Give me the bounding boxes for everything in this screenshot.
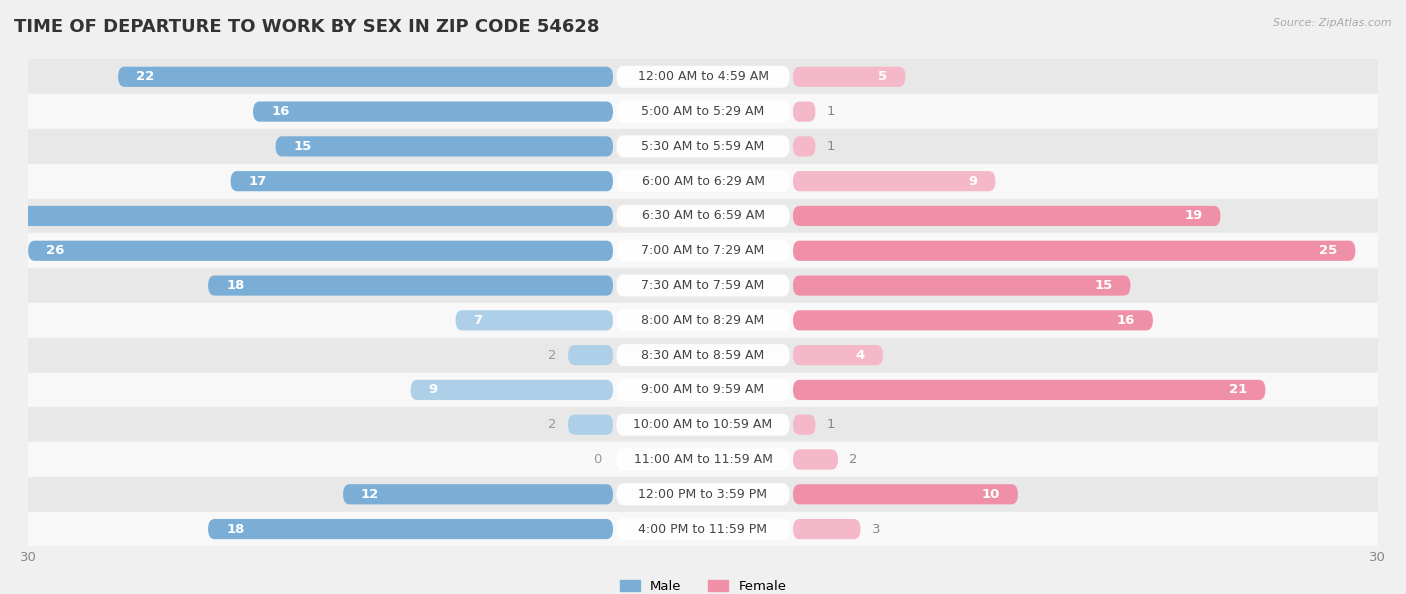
Text: 15: 15	[1094, 279, 1112, 292]
Text: 9: 9	[429, 383, 437, 396]
Text: 7:30 AM to 7:59 AM: 7:30 AM to 7:59 AM	[641, 279, 765, 292]
Bar	[28, 198, 1378, 233]
FancyBboxPatch shape	[0, 206, 613, 226]
Text: TIME OF DEPARTURE TO WORK BY SEX IN ZIP CODE 54628: TIME OF DEPARTURE TO WORK BY SEX IN ZIP …	[14, 18, 599, 36]
FancyBboxPatch shape	[793, 206, 1220, 226]
FancyBboxPatch shape	[28, 241, 613, 261]
Text: 12:00 PM to 3:59 PM: 12:00 PM to 3:59 PM	[638, 488, 768, 501]
FancyBboxPatch shape	[793, 310, 1153, 330]
FancyBboxPatch shape	[793, 67, 905, 87]
Text: 0: 0	[593, 453, 602, 466]
Text: 17: 17	[249, 175, 267, 188]
Text: 5:00 AM to 5:29 AM: 5:00 AM to 5:29 AM	[641, 105, 765, 118]
FancyBboxPatch shape	[793, 484, 1018, 504]
Text: 11:00 AM to 11:59 AM: 11:00 AM to 11:59 AM	[634, 453, 772, 466]
FancyBboxPatch shape	[208, 519, 613, 539]
FancyBboxPatch shape	[616, 344, 790, 366]
Text: 2: 2	[548, 349, 557, 362]
FancyBboxPatch shape	[793, 102, 815, 122]
FancyBboxPatch shape	[793, 276, 1130, 296]
Text: 7: 7	[474, 314, 482, 327]
Text: 18: 18	[226, 279, 245, 292]
Text: 6:30 AM to 6:59 AM: 6:30 AM to 6:59 AM	[641, 210, 765, 223]
FancyBboxPatch shape	[276, 136, 613, 156]
Text: 22: 22	[136, 70, 155, 83]
Bar	[28, 233, 1378, 268]
Text: 8:00 AM to 8:29 AM: 8:00 AM to 8:29 AM	[641, 314, 765, 327]
FancyBboxPatch shape	[793, 450, 838, 470]
FancyBboxPatch shape	[616, 240, 790, 262]
Text: 5: 5	[879, 70, 887, 83]
Text: 26: 26	[46, 244, 65, 257]
FancyBboxPatch shape	[616, 379, 790, 401]
Text: 9: 9	[969, 175, 977, 188]
Bar	[28, 477, 1378, 511]
FancyBboxPatch shape	[253, 102, 613, 122]
FancyBboxPatch shape	[616, 518, 790, 540]
Text: 10: 10	[981, 488, 1000, 501]
FancyBboxPatch shape	[118, 67, 613, 87]
Text: 2: 2	[548, 418, 557, 431]
FancyBboxPatch shape	[616, 135, 790, 157]
FancyBboxPatch shape	[793, 136, 815, 156]
Bar	[28, 407, 1378, 442]
FancyBboxPatch shape	[343, 484, 613, 504]
Legend: Male, Female: Male, Female	[614, 574, 792, 594]
Bar	[28, 442, 1378, 477]
Bar	[28, 94, 1378, 129]
FancyBboxPatch shape	[793, 415, 815, 435]
FancyBboxPatch shape	[616, 448, 790, 470]
Text: 21: 21	[1229, 383, 1247, 396]
Bar	[28, 268, 1378, 303]
FancyBboxPatch shape	[616, 66, 790, 88]
Text: 25: 25	[1319, 244, 1337, 257]
Text: 2: 2	[849, 453, 858, 466]
Bar	[28, 164, 1378, 198]
Bar	[28, 338, 1378, 372]
Bar	[28, 303, 1378, 338]
FancyBboxPatch shape	[568, 415, 613, 435]
FancyBboxPatch shape	[616, 484, 790, 505]
FancyBboxPatch shape	[793, 345, 883, 365]
FancyBboxPatch shape	[793, 380, 1265, 400]
Bar	[28, 59, 1378, 94]
FancyBboxPatch shape	[616, 170, 790, 192]
Text: 18: 18	[226, 523, 245, 536]
Text: 19: 19	[1184, 210, 1202, 223]
FancyBboxPatch shape	[616, 100, 790, 122]
Text: 10:00 AM to 10:59 AM: 10:00 AM to 10:59 AM	[634, 418, 772, 431]
Text: 1: 1	[827, 140, 835, 153]
FancyBboxPatch shape	[411, 380, 613, 400]
Text: 6:00 AM to 6:29 AM: 6:00 AM to 6:29 AM	[641, 175, 765, 188]
Text: 16: 16	[1116, 314, 1135, 327]
Text: 12: 12	[361, 488, 380, 501]
Bar	[28, 372, 1378, 407]
FancyBboxPatch shape	[616, 274, 790, 296]
FancyBboxPatch shape	[231, 171, 613, 191]
Text: 3: 3	[872, 523, 880, 536]
Text: 15: 15	[294, 140, 312, 153]
FancyBboxPatch shape	[793, 241, 1355, 261]
Text: 8:30 AM to 8:59 AM: 8:30 AM to 8:59 AM	[641, 349, 765, 362]
FancyBboxPatch shape	[616, 414, 790, 435]
FancyBboxPatch shape	[568, 345, 613, 365]
FancyBboxPatch shape	[208, 276, 613, 296]
Text: 5:30 AM to 5:59 AM: 5:30 AM to 5:59 AM	[641, 140, 765, 153]
Bar	[28, 129, 1378, 164]
Text: 1: 1	[827, 105, 835, 118]
FancyBboxPatch shape	[793, 519, 860, 539]
Text: 16: 16	[271, 105, 290, 118]
FancyBboxPatch shape	[616, 205, 790, 227]
FancyBboxPatch shape	[793, 171, 995, 191]
FancyBboxPatch shape	[456, 310, 613, 330]
Bar	[28, 511, 1378, 546]
Text: 4:00 PM to 11:59 PM: 4:00 PM to 11:59 PM	[638, 523, 768, 536]
Text: 7:00 AM to 7:29 AM: 7:00 AM to 7:29 AM	[641, 244, 765, 257]
Text: 9:00 AM to 9:59 AM: 9:00 AM to 9:59 AM	[641, 383, 765, 396]
Text: Source: ZipAtlas.com: Source: ZipAtlas.com	[1274, 18, 1392, 28]
FancyBboxPatch shape	[616, 309, 790, 331]
Text: 1: 1	[827, 418, 835, 431]
Text: 12:00 AM to 4:59 AM: 12:00 AM to 4:59 AM	[637, 70, 769, 83]
Text: 4: 4	[856, 349, 865, 362]
